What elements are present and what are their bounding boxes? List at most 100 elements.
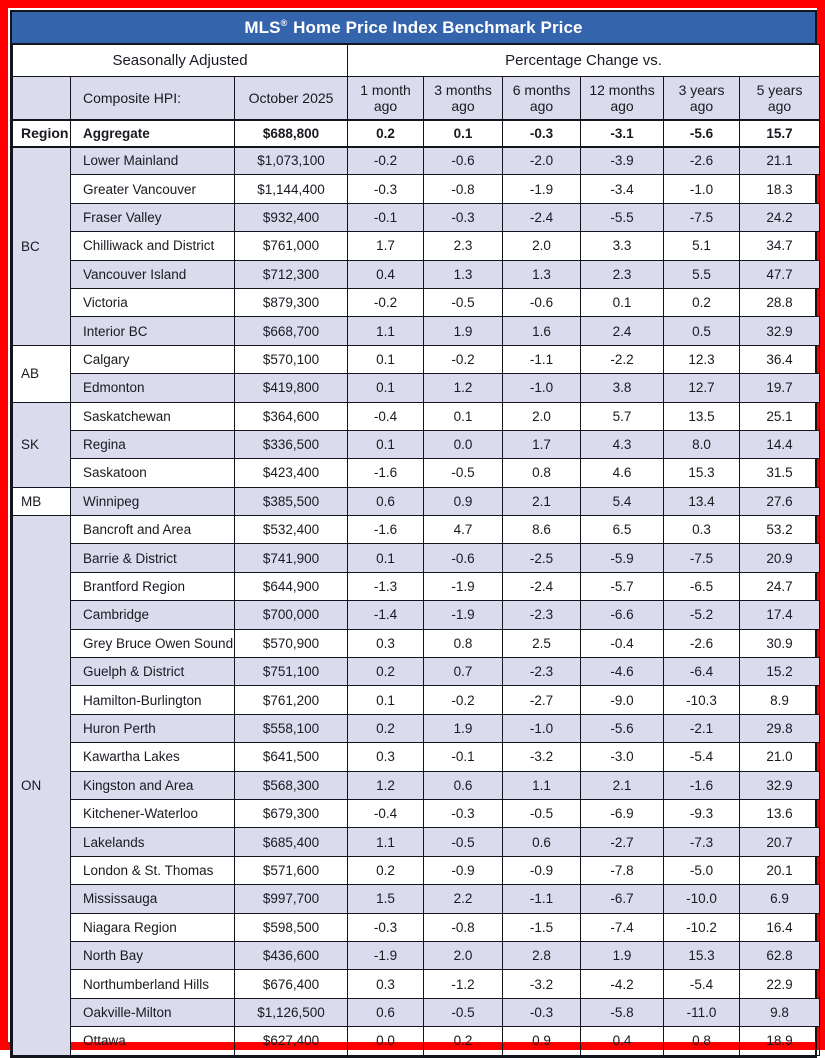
change-value: -1.4 <box>347 600 425 630</box>
change-value: -11.0 <box>663 997 741 1028</box>
change-value: -3.0 <box>580 742 665 772</box>
change-value: 0.3 <box>663 515 741 545</box>
change-value: 1.7 <box>347 231 425 261</box>
change-value: 19.7 <box>739 373 821 403</box>
change-value: -2.2 <box>580 344 665 375</box>
change-value: -0.8 <box>423 174 504 204</box>
table-row: Victoria $879,300 -0.2 -0.5 -0.6 0.1 0.2 28.8 <box>13 287 821 318</box>
change-value: 5.5 <box>663 259 741 289</box>
change-value: 24.2 <box>739 202 821 233</box>
location-name: Bancroft and Area <box>70 515 235 545</box>
change-value: -0.2 <box>423 344 504 375</box>
table-row: Mississauga $997,700 1.5 2.2 -1.1 -6.7 -10.0 6.… <box>13 884 821 914</box>
column-header-row: Composite HPI: October 2025 1 month ago 3 m… <box>12 76 821 120</box>
change-value: 2.3 <box>580 259 665 289</box>
table-row: Cambridge $700,000 -1.4 -1.9 -2.3 -6.6 -5.2 17.… <box>13 600 821 630</box>
composite-hpi-header: Composite HPI: <box>70 76 235 120</box>
region-label-sk: SK <box>12 401 71 488</box>
aggregate-row: Region Aggregate $688,800 0.2 0.1 -0.3 -3.1 -5.… <box>12 118 821 148</box>
change-value: 2.1 <box>580 770 665 800</box>
location-name: Edmonton <box>70 373 235 403</box>
table-row: London & St. Thomas $571,600 0.2 -0.9 -0.9 -7… <box>13 855 821 886</box>
change-value: -0.5 <box>423 827 504 857</box>
change-value: 6.5 <box>580 515 665 545</box>
change-value: 0.3 <box>347 628 425 659</box>
change-value: 1.6 <box>502 316 582 346</box>
col-5-years-ago: 5 years ago <box>739 76 821 120</box>
change-value: 21.0 <box>739 742 821 772</box>
region-label-mb: MB <box>12 486 71 517</box>
table-row: Hamilton-Burlington $761,200 0.1 -0.2 -2.7 -9… <box>13 685 821 715</box>
change-value: 1.1 <box>347 827 425 857</box>
location-name: Cambridge <box>70 600 235 630</box>
change-value: 5.1 <box>663 231 741 261</box>
change-value: -5.5 <box>580 202 665 233</box>
change-value: -2.6 <box>663 628 741 659</box>
change-value: 32.9 <box>739 770 821 800</box>
benchmark-price: $436,600 <box>233 940 349 971</box>
table-body: Region Aggregate $688,800 0.2 0.1 -0.3 -3.1 -5.… <box>12 118 821 1056</box>
change-value: -6.9 <box>580 798 665 829</box>
benchmark-price: $1,144,400 <box>233 174 349 204</box>
change-value: 15.3 <box>663 458 741 488</box>
location-name: Mississauga <box>70 884 235 914</box>
change-value: 6.9 <box>739 884 821 914</box>
change-value: -10.3 <box>663 685 741 715</box>
change-value: -6.5 <box>663 571 741 602</box>
change-value: -1.6 <box>347 458 425 488</box>
region-column-header: Region <box>12 118 71 148</box>
change-value: -3.2 <box>502 742 582 772</box>
change-value: 0.6 <box>502 827 582 857</box>
table-title-bar: MLS® Home Price Index Benchmark Price <box>12 12 815 44</box>
location-name: Oakville-Milton <box>70 997 235 1028</box>
location-name: North Bay <box>70 940 235 971</box>
change-value: -0.3 <box>423 798 504 829</box>
change-value: -10.0 <box>663 884 741 914</box>
change-value: -0.1 <box>347 202 425 233</box>
change-value: -1.6 <box>663 770 741 800</box>
table-row: SK Saskatchewan $364,600 -0.4 0.1 2.0 5.7 13.5 2… <box>12 401 821 488</box>
benchmark-price: $627,400 <box>233 1026 349 1056</box>
change-value: -3.2 <box>502 969 582 999</box>
change-value: 14.4 <box>739 429 821 460</box>
location-name: Niagara Region <box>70 912 235 942</box>
change-value: 32.9 <box>739 316 821 346</box>
change-value: -1.9 <box>423 571 504 602</box>
change-value: 62.8 <box>739 940 821 971</box>
table-row: Saskatoon $423,400 -1.6 -0.5 0.8 4.6 15.3 31.5 <box>13 458 821 488</box>
change-value: -2.6 <box>663 145 741 176</box>
change-value: -9.3 <box>663 798 741 829</box>
aggregate-change-value: 15.7 <box>739 118 821 148</box>
location-name: Saskatoon <box>70 458 235 488</box>
change-value: -0.3 <box>423 202 504 233</box>
table-row: BC Lower Mainland $1,073,100 -0.2 -0.6 -2.0 -3… <box>12 145 821 346</box>
change-value: -0.5 <box>423 458 504 488</box>
aggregate-change-value: -0.3 <box>502 118 582 148</box>
change-value: 0.1 <box>347 344 425 375</box>
benchmark-price: $1,073,100 <box>233 145 349 176</box>
change-value: 20.1 <box>739 855 821 886</box>
change-value: 20.7 <box>739 827 821 857</box>
change-value: 0.2 <box>347 713 425 744</box>
change-value: 0.1 <box>347 373 425 403</box>
change-value: 29.8 <box>739 713 821 744</box>
change-value: 1.1 <box>502 770 582 800</box>
location-name: London & St. Thomas <box>70 855 235 886</box>
benchmark-price: $997,700 <box>233 884 349 914</box>
change-value: -0.5 <box>423 287 504 318</box>
change-value: 0.1 <box>423 401 504 431</box>
location-name: Northumberland Hills <box>70 969 235 999</box>
benchmark-price: $712,300 <box>233 259 349 289</box>
change-value: 0.1 <box>347 543 425 573</box>
change-value: 0.1 <box>347 429 425 460</box>
table-row: Lakelands $685,400 1.1 -0.5 0.6 -2.7 -7.3 20.7 <box>13 827 821 857</box>
change-value: 31.5 <box>739 458 821 488</box>
change-value: 13.4 <box>663 486 741 517</box>
region-label-bc: BC <box>12 146 71 346</box>
change-value: -6.7 <box>580 884 665 914</box>
change-value: -0.9 <box>502 855 582 886</box>
change-value: -5.4 <box>663 742 741 772</box>
region-label-on: ON <box>12 515 71 1056</box>
location-name: Kawartha Lakes <box>70 742 235 772</box>
table-row: Kitchener-Waterloo $679,300 -0.4 -0.3 -0.5 -6… <box>13 798 821 829</box>
